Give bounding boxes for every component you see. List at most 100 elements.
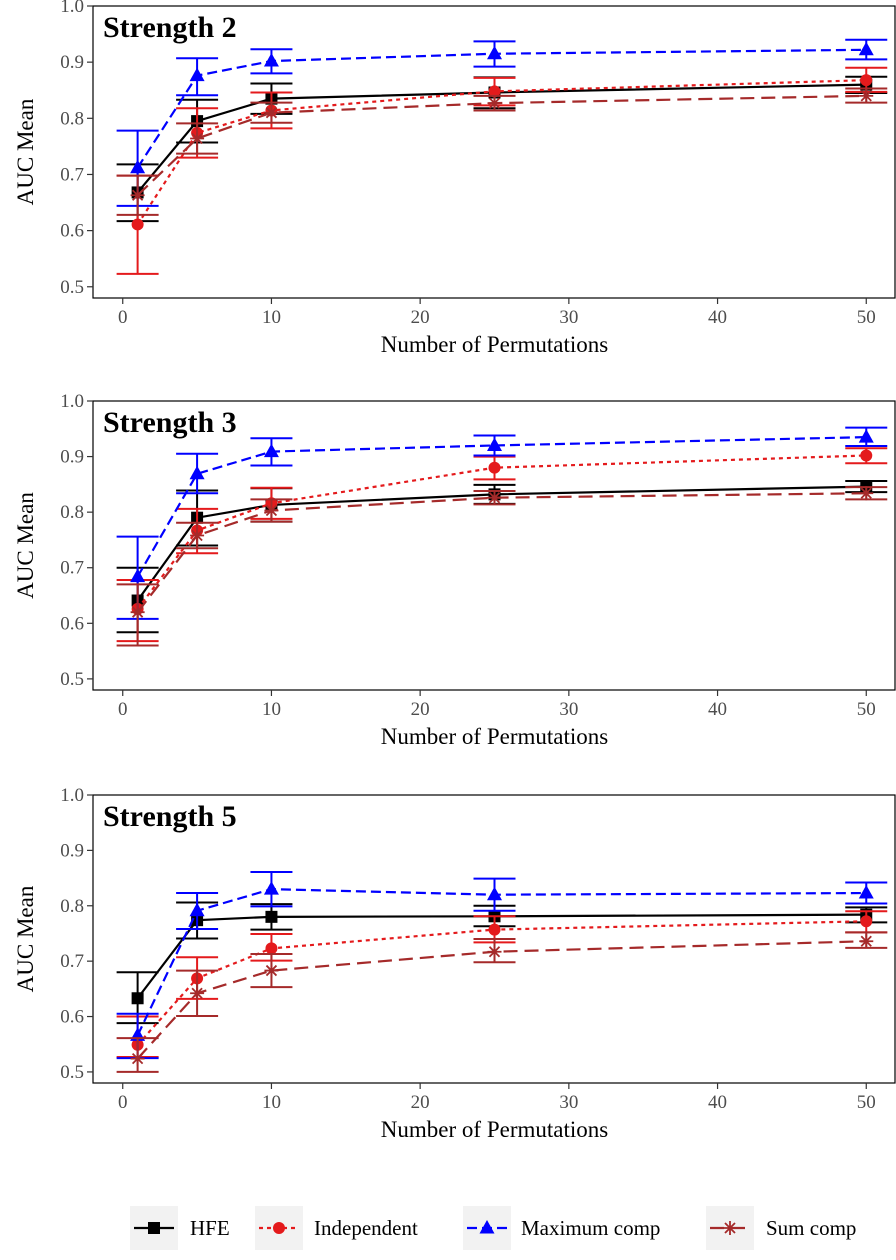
y-tick-label: 0.7 bbox=[60, 164, 84, 185]
panel-3: 0.5 0.6 0.7 0.8 0.9 1.0 0 10 20 30 40 50 Number of P… bbox=[13, 785, 896, 1142]
y-tick-label: 0.6 bbox=[60, 613, 84, 634]
legend-item-sum: Sum comp bbox=[706, 1206, 856, 1250]
x-axis-title: Number of Permutations bbox=[381, 1117, 608, 1142]
y-tick-label: 1.0 bbox=[60, 391, 84, 412]
data-point bbox=[131, 218, 144, 231]
data-point bbox=[265, 942, 278, 955]
series-line bbox=[136, 83, 867, 194]
data-point bbox=[488, 461, 501, 474]
x-tick-label: 0 bbox=[118, 699, 128, 720]
series-sum bbox=[116, 931, 888, 1073]
data-point bbox=[130, 605, 145, 620]
data-point bbox=[487, 437, 502, 451]
x-tick-label: 20 bbox=[411, 1092, 430, 1113]
data-point bbox=[265, 910, 278, 923]
y-tick-label: 0.8 bbox=[60, 108, 84, 129]
series-line bbox=[136, 79, 867, 226]
panel-title: Strength 5 bbox=[103, 800, 237, 833]
x-tick-label: 0 bbox=[118, 1092, 128, 1113]
data-point bbox=[858, 885, 874, 899]
x-tick-label: 30 bbox=[559, 1092, 578, 1113]
data-point bbox=[130, 188, 145, 203]
series-maximum bbox=[116, 426, 888, 620]
y-axis-title: AUC Mean bbox=[13, 98, 38, 205]
x-tick-label: 40 bbox=[708, 1092, 727, 1113]
data-point bbox=[263, 53, 279, 67]
legend-label: Maximum comp bbox=[521, 1216, 660, 1240]
legend-key-marker bbox=[273, 1222, 285, 1234]
x-tick-label: 50 bbox=[857, 699, 876, 720]
y-axis-title: AUC Mean bbox=[13, 885, 38, 992]
panel-border bbox=[92, 794, 896, 1084]
x-tick-label: 40 bbox=[708, 699, 727, 720]
x-tick-label: 20 bbox=[411, 307, 430, 328]
x-tick-label: 10 bbox=[262, 307, 281, 328]
x-tick-label: 10 bbox=[262, 1092, 281, 1113]
data-point bbox=[859, 88, 874, 103]
data-point bbox=[487, 45, 502, 60]
y-tick-label: 0.5 bbox=[60, 1062, 84, 1083]
legend-item-hfe: HFE bbox=[130, 1206, 230, 1250]
series-sum bbox=[116, 486, 888, 647]
x-tick-label: 0 bbox=[118, 307, 128, 328]
legend-label: Independent bbox=[314, 1216, 418, 1240]
data-point bbox=[264, 503, 279, 518]
data-point bbox=[858, 41, 874, 56]
x-tick-label: 30 bbox=[559, 307, 578, 328]
y-tick-label: 0.6 bbox=[60, 221, 84, 242]
y-tick-label: 0.9 bbox=[60, 447, 84, 468]
data-point bbox=[859, 486, 874, 501]
data-point bbox=[189, 465, 205, 480]
x-tick-label: 30 bbox=[559, 699, 578, 720]
data-point bbox=[488, 85, 501, 98]
data-point bbox=[264, 105, 279, 120]
data-point bbox=[190, 528, 205, 543]
data-point bbox=[487, 886, 502, 901]
y-tick-label: 0.5 bbox=[60, 669, 84, 690]
data-point bbox=[189, 902, 205, 917]
data-point bbox=[860, 449, 873, 462]
data-point bbox=[263, 443, 279, 458]
y-tick-label: 0.8 bbox=[60, 896, 84, 917]
y-tick-label: 0.9 bbox=[60, 52, 84, 73]
legend-key-marker bbox=[723, 1221, 737, 1235]
panel-1: 0.5 0.6 0.7 0.8 0.9 1.0 0 10 20 30 40 50 Number of P… bbox=[13, 0, 896, 357]
series-independent bbox=[116, 910, 888, 1058]
series-hfe bbox=[116, 480, 888, 634]
x-tick-label: 50 bbox=[857, 307, 876, 328]
panel-border bbox=[92, 5, 896, 299]
data-point bbox=[860, 915, 873, 928]
data-point bbox=[130, 568, 146, 583]
data-point bbox=[860, 74, 873, 87]
series-line bbox=[136, 492, 867, 613]
data-point bbox=[130, 1051, 145, 1066]
data-point bbox=[263, 881, 279, 895]
series-maximum bbox=[116, 870, 888, 1060]
y-tick-label: 0.6 bbox=[60, 1007, 84, 1028]
y-tick-label: 0.7 bbox=[60, 951, 84, 972]
x-axis-title: Number of Permutations bbox=[381, 332, 608, 357]
x-tick-label: 40 bbox=[708, 307, 727, 328]
panel-2: 0.5 0.6 0.7 0.8 0.9 1.0 0 10 20 30 40 50 Number of P… bbox=[13, 391, 896, 749]
y-tick-label: 0.7 bbox=[60, 558, 84, 579]
chart-legend: HFE Independent Maximum comp Sum comp bbox=[130, 1206, 856, 1250]
data-point bbox=[264, 963, 279, 978]
legend-key-marker bbox=[479, 1220, 495, 1234]
panel-title: Strength 2 bbox=[103, 11, 237, 44]
series-line bbox=[136, 940, 867, 1060]
panel-title: Strength 3 bbox=[103, 406, 237, 439]
data-point bbox=[487, 944, 502, 959]
series-sum bbox=[116, 87, 888, 216]
data-point bbox=[858, 429, 874, 443]
y-tick-label: 0.5 bbox=[60, 277, 84, 298]
y-tick-label: 1.0 bbox=[60, 0, 84, 17]
legend-label: HFE bbox=[190, 1216, 230, 1240]
y-tick-label: 0.8 bbox=[60, 502, 84, 523]
series-maximum bbox=[116, 38, 888, 207]
y-axis-title: AUC Mean bbox=[13, 492, 38, 599]
x-tick-label: 50 bbox=[857, 1092, 876, 1113]
chart-panels: 0.5 0.6 0.7 0.8 0.9 1.0 0 10 20 30 40 50 Number of P… bbox=[13, 0, 896, 1142]
data-point bbox=[859, 934, 874, 949]
legend-label: Sum comp bbox=[766, 1216, 856, 1240]
